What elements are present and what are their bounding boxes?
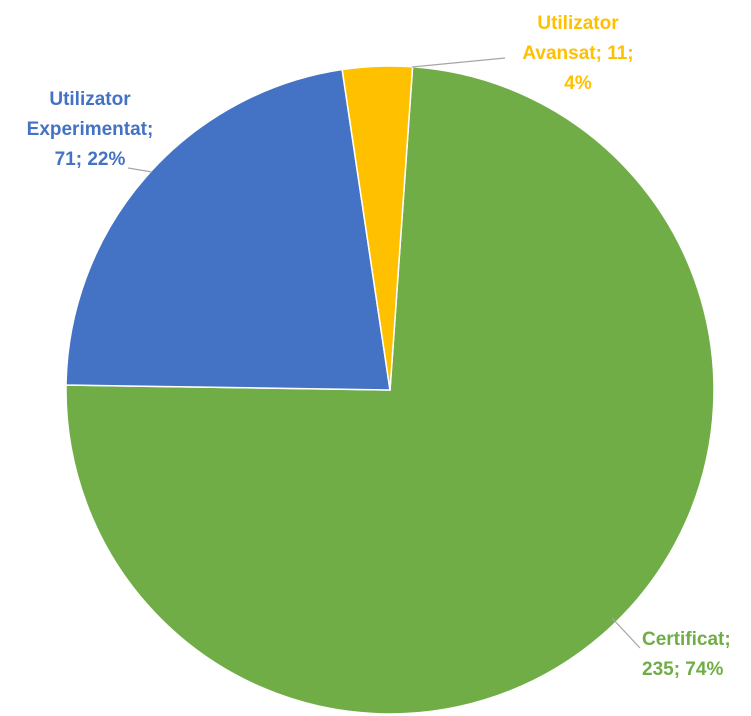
data-label: Avansat; 11; [522,43,633,64]
data-label: 4% [564,73,592,94]
leader-line [411,57,506,68]
leader-line [611,617,641,649]
data-label: 235; 74% [642,659,723,680]
data-label: 71; 22% [55,149,126,170]
data-label: Utilizator [537,13,619,34]
leader-line [127,167,153,173]
data-label: Utilizator [49,89,131,110]
data-label: Experimentat; [27,119,154,140]
pie-slice [65,68,391,391]
data-label: Certificat; [642,629,731,650]
